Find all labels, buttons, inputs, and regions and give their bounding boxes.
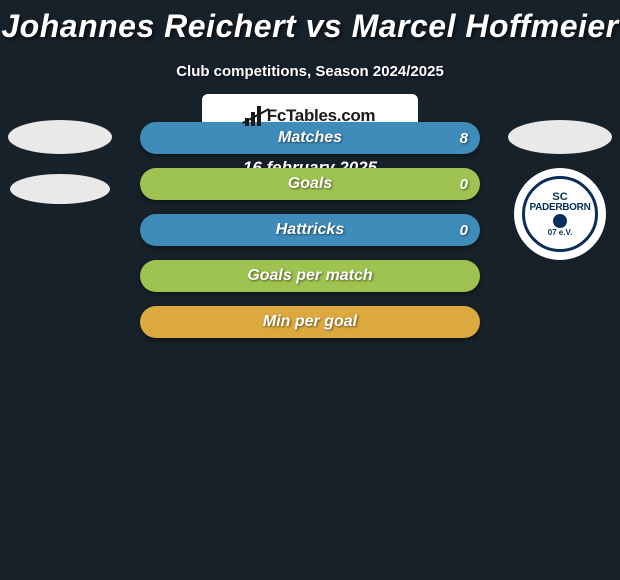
page-title: Johannes Reichert vs Marcel Hoffmeier [0, 0, 620, 45]
stat-bar-label: Goals [288, 175, 332, 193]
subtitle: Club competitions, Season 2024/2025 [0, 63, 620, 80]
stat-bar: Hattricks 0 [140, 214, 480, 246]
stat-bar-label: Min per goal [263, 313, 357, 331]
stat-bar-value-right: 0 [460, 222, 468, 239]
stat-bar-label: Hattricks [276, 221, 344, 239]
stat-bar: Min per goal [140, 306, 480, 338]
stat-bar-label: Matches [278, 129, 342, 147]
paderborn-logo: SC PADERBORN 07 e.V. [514, 168, 606, 260]
logo-text-paderborn: PADERBORN [529, 203, 590, 213]
logo-text-sc: SC [552, 192, 567, 203]
stat-bar-value-right: 0 [460, 176, 468, 193]
team-logo-placeholder [10, 174, 110, 204]
right-logos: SC PADERBORN 07 e.V. [508, 120, 612, 260]
stat-bar-value-right: 8 [460, 130, 468, 147]
logo-ball-icon [553, 214, 567, 228]
stat-bar: Goals 0 [140, 168, 480, 200]
team-logo-placeholder [8, 120, 112, 154]
stat-bar: Matches 8 [140, 122, 480, 154]
stat-bar: Goals per match [140, 260, 480, 292]
bar-chart-icon [245, 106, 261, 126]
left-logos [8, 120, 112, 260]
comparison-bars: Matches 8 Goals 0 Hattricks 0 Goals per match M… [140, 122, 480, 338]
team-logo-placeholder [508, 120, 612, 154]
logo-text-07: 07 e.V. [548, 229, 573, 237]
stat-bar-label: Goals per match [247, 267, 372, 285]
